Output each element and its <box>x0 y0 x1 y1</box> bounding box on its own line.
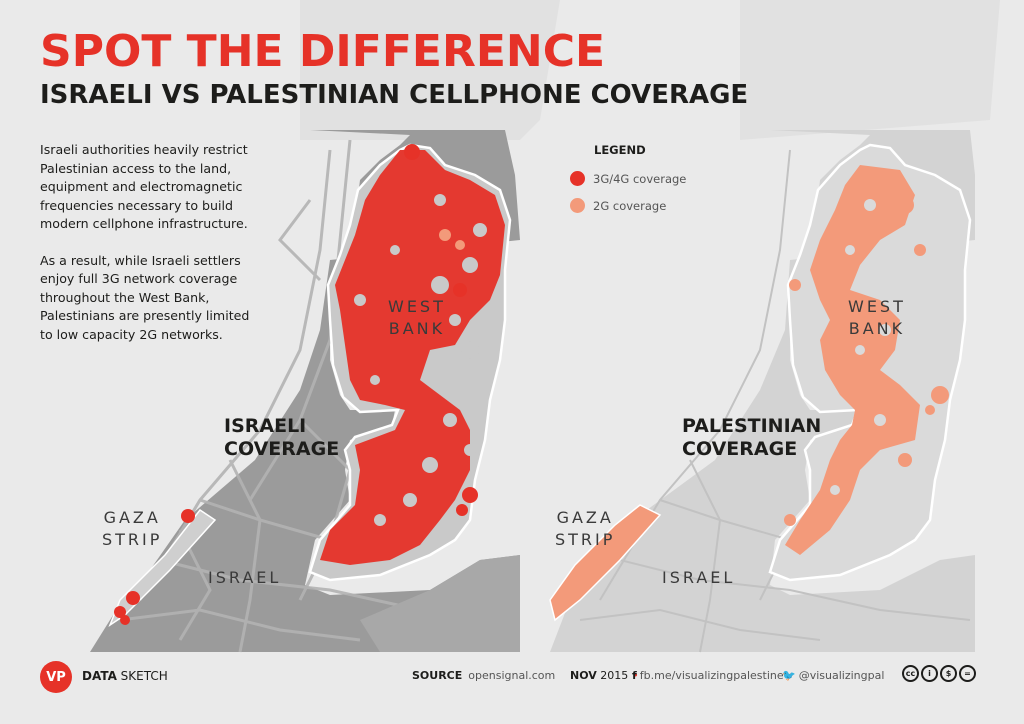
legend-title: LEGEND <box>594 143 646 157</box>
right-gaza-label: GAZA STRIP <box>555 508 616 549</box>
right-israel-label: ISRAEL <box>662 568 736 587</box>
by-icon: i <box>921 665 938 682</box>
nd-icon: = <box>959 665 976 682</box>
left-coverage-gaps <box>354 194 493 526</box>
intro-paragraph: As a result, while Israeli settlers enjo… <box>40 252 250 342</box>
intro-paragraph: Israeli authorities heavily restrict Pal… <box>40 142 248 231</box>
right-coverage-label: PALESTINIAN COVERAGE <box>682 415 822 460</box>
background-landmass <box>300 0 1000 140</box>
cc-icon: cc <box>902 665 919 682</box>
left-3g-coverage <box>114 144 505 625</box>
legend-label-3g: 3G/4G coverage <box>593 171 687 186</box>
page-title: SPOT THE DIFFERENCE <box>40 26 606 77</box>
page-subtitle: ISRAELI VS PALESTINIAN CELLPHONE COVERAG… <box>40 80 749 110</box>
legend-label-2g: 2G coverage <box>593 198 667 213</box>
license-icons: cc i $ = <box>902 665 976 682</box>
vp-logo: VP <box>40 661 72 693</box>
facebook-link[interactable]: f fb.me/visualizingpalestine • <box>632 669 795 682</box>
right-gaza-strip-shape <box>549 504 662 622</box>
legend-swatch-2g <box>570 198 585 213</box>
twitter-link[interactable]: 🐦 @visualizingpal <box>782 669 885 682</box>
legend-item-2g: 2G coverage <box>570 198 686 213</box>
source: SOURCE opensignal.com <box>412 669 556 682</box>
left-west-bank-label: WEST BANK <box>388 297 446 338</box>
intro-text: Israeli authorities heavily restrict Pal… <box>40 141 265 362</box>
legend: LEGEND 3G/4G coverage 2G coverage <box>570 143 686 225</box>
left-israel-label: ISRAEL <box>208 568 282 587</box>
date: NOV 2015 • <box>570 669 639 682</box>
footer: VP DATA SKETCH SOURCE opensignal.com NOV … <box>0 657 1024 697</box>
brand: DATA SKETCH <box>82 669 168 683</box>
source-link[interactable]: opensignal.com <box>468 669 556 682</box>
twitter-icon: 🐦 <box>782 669 796 682</box>
left-gaza-label: GAZA STRIP <box>102 508 163 549</box>
right-2g-coverage <box>784 165 949 555</box>
nc-icon: $ <box>940 665 957 682</box>
right-west-bank-label: WEST BANK <box>848 297 906 338</box>
legend-item-3g: 3G/4G coverage <box>570 171 686 186</box>
legend-swatch-3g <box>570 171 585 186</box>
left-coverage-label: ISRAELI COVERAGE <box>224 415 340 460</box>
facebook-icon: f <box>632 669 637 682</box>
right-coverage-gaps <box>830 199 891 495</box>
